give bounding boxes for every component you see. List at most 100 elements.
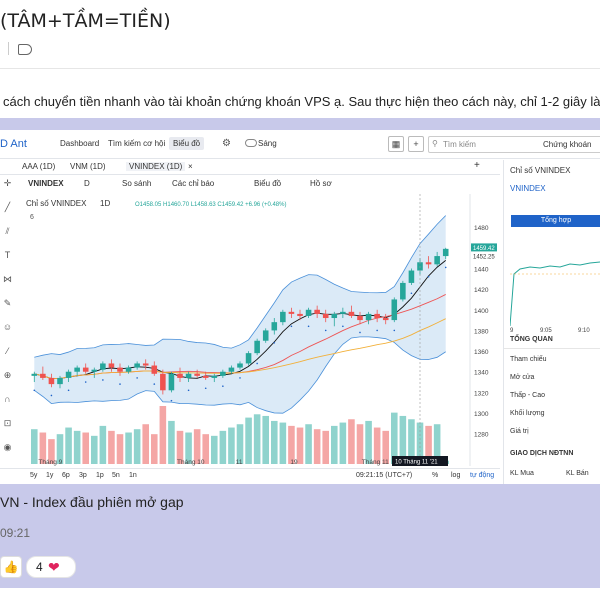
text-icon[interactable]: T xyxy=(4,250,11,260)
percent-scale-button[interactable]: % xyxy=(432,472,439,479)
candle-body xyxy=(434,256,440,265)
lock-icon[interactable]: ⊡ xyxy=(3,418,12,428)
row-reference: Tham chiếu xyxy=(510,356,547,363)
candle-body xyxy=(65,371,72,378)
quote-symbol[interactable]: VNINDEX xyxy=(510,184,546,193)
post-text: cách chuyển tiền nhanh vào tài khoản chứ… xyxy=(3,94,600,109)
summary-button[interactable]: Tổng hợp xyxy=(511,215,600,227)
candle-body xyxy=(374,313,380,319)
tab-vnindex[interactable]: VNINDEX (1D) xyxy=(126,162,186,171)
y-tick-label: 1340 xyxy=(474,370,489,377)
zoom-icon[interactable]: ⊕ xyxy=(3,370,12,380)
chart-type-button[interactable]: Biểu đồ xyxy=(254,179,282,188)
tab-aaa[interactable]: AAA (1D) xyxy=(22,162,56,171)
pitchfork-icon[interactable]: ⫽ xyxy=(5,226,10,236)
candle-body xyxy=(297,313,303,316)
sar-dot xyxy=(256,362,258,365)
row-low-high: Thấp - Cao xyxy=(510,392,546,399)
volume-bar xyxy=(296,427,304,464)
volume-bar xyxy=(56,434,64,464)
candle-body xyxy=(331,313,338,319)
y-tick-label: 1280 xyxy=(474,432,489,439)
app-topbar: D Ant Dashboard Tìm kiếm cơ hội Biểu đồ … xyxy=(0,130,600,159)
close-icon[interactable]: × xyxy=(188,162,193,171)
sar-dot xyxy=(239,377,241,379)
volume-bar xyxy=(322,430,329,464)
volume-bar xyxy=(151,434,158,464)
reaction-count-pill[interactable]: 4 ❤ xyxy=(26,556,76,578)
compare-button[interactable]: So sánh xyxy=(122,179,152,188)
app-logo: D Ant xyxy=(0,138,27,150)
candle-body xyxy=(117,367,123,372)
interval-button[interactable]: D xyxy=(84,179,90,188)
bollinger-lower xyxy=(34,336,446,414)
volume-bar xyxy=(331,425,338,464)
range-5y[interactable]: 5y xyxy=(30,472,38,479)
range-1d[interactable]: 1n xyxy=(129,472,137,479)
range-1y[interactable]: 1y xyxy=(46,472,54,479)
x-tick-label: 11 xyxy=(236,459,243,466)
line-icon[interactable]: ╱ xyxy=(4,202,11,212)
chart-legend: Chỉ số VNINDEX xyxy=(26,199,87,208)
candle-body xyxy=(31,373,38,376)
volume-bar xyxy=(159,406,167,464)
pattern-icon[interactable]: ⋈ xyxy=(3,274,12,284)
sar-dot xyxy=(170,399,173,402)
theme-toggle[interactable] xyxy=(245,139,257,147)
candle-body xyxy=(314,309,320,314)
image-attachment[interactable]: D Ant Dashboard Tìm kiếm cơ hội Biểu đồ … xyxy=(0,118,600,588)
price-chart[interactable]: Chỉ số VNINDEX 1D O1458.05 H1460.70 L145… xyxy=(20,194,498,476)
overview-heading: TỔNG QUAN xyxy=(510,336,553,343)
ruler-icon[interactable]: ✎ xyxy=(3,298,12,308)
smile-icon[interactable]: ☺ xyxy=(2,322,13,332)
candle-body xyxy=(57,377,63,385)
sar-dot xyxy=(410,292,413,295)
foreign-sell: KL Bán xyxy=(566,470,589,477)
post-title: (TÂM+TẦM=TIỀN) xyxy=(0,10,171,32)
grid-icon[interactable]: ▦ xyxy=(388,136,404,152)
symbol-label[interactable]: VNINDEX xyxy=(28,179,64,188)
tab-vnm[interactable]: VNM (1D) xyxy=(70,162,106,171)
drawing-tools: ✛ ╱ ⫽ T ⋈ ✎ ☺ ⁄ ⊕ ∩ ⊡ ◉ xyxy=(0,176,16,476)
search-scope[interactable]: Chứng khoán xyxy=(543,140,592,149)
range-3m[interactable]: 3p xyxy=(79,472,87,479)
row-open: Mở cửa xyxy=(510,374,535,381)
candle-body xyxy=(348,311,355,316)
y-tick-label: 1440 xyxy=(474,266,489,273)
candle-body xyxy=(408,270,415,283)
candle-body xyxy=(160,373,166,391)
settings-icon[interactable]: ⚙ xyxy=(222,138,231,149)
sar-dot xyxy=(119,383,121,385)
nav-chart[interactable]: Biểu đồ xyxy=(169,137,205,150)
range-5d[interactable]: 5n xyxy=(112,472,120,479)
volume-bar xyxy=(339,422,347,464)
intraday-time-label: 9 xyxy=(510,328,514,334)
intraday-time-label: 9:05 xyxy=(540,328,552,334)
clock-readout: 09:21:15 (UTC+7) xyxy=(356,472,413,479)
eye-icon[interactable]: ◉ xyxy=(3,442,12,452)
add-tab-icon[interactable]: + xyxy=(474,160,480,171)
log-scale-button[interactable]: log xyxy=(451,472,461,479)
y-tick-label: 1300 xyxy=(474,411,489,418)
magnet-icon[interactable]: ∩ xyxy=(4,394,11,404)
nav-dashboard[interactable]: Dashboard xyxy=(60,139,100,148)
add-icon[interactable]: + xyxy=(408,136,424,152)
search-input[interactable]: ⚲ Tìm kiếm Chứng khoán xyxy=(428,136,600,153)
tag-icon[interactable] xyxy=(18,44,32,55)
sar-dot xyxy=(33,389,36,392)
nav-opportunities[interactable]: Tìm kiếm cơ hội xyxy=(108,139,166,148)
thumbs-up-icon[interactable]: 👍 xyxy=(0,556,22,578)
volume-bar xyxy=(211,435,218,464)
profile-button[interactable]: Hồ sơ xyxy=(310,179,332,188)
candle-body xyxy=(340,311,346,314)
cursor-icon[interactable]: ✛ xyxy=(3,178,12,188)
range-6m[interactable]: 6p xyxy=(62,472,70,479)
range-1m[interactable]: 1p xyxy=(96,472,104,479)
search-placeholder: Tìm kiếm xyxy=(443,140,476,149)
candle-body xyxy=(48,377,55,385)
auto-scale-button[interactable]: tự động xyxy=(470,472,495,479)
indicators-button[interactable]: Các chỉ báo xyxy=(172,179,215,188)
bollinger-upper xyxy=(34,215,446,358)
brush-icon[interactable]: ⁄ xyxy=(6,346,9,356)
x-tick-label: Tháng 10 xyxy=(177,459,205,466)
